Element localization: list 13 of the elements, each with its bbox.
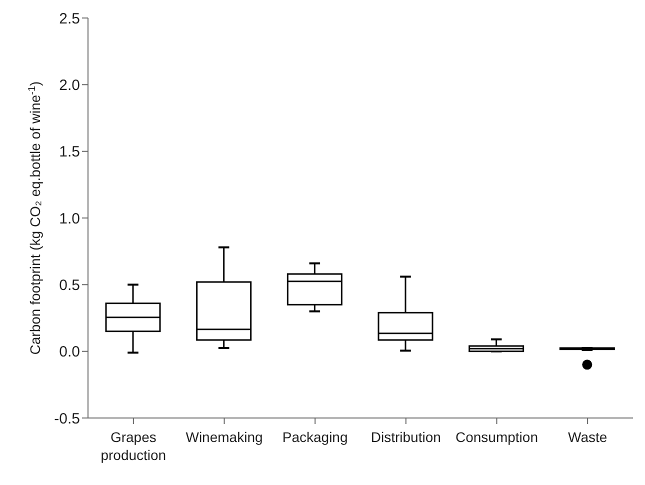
y-tick-label: 1.5 bbox=[59, 144, 80, 161]
y-tick-label: 2.0 bbox=[59, 76, 80, 94]
x-tick-label: Distribution bbox=[370, 429, 441, 445]
y-tick-label: 0.5 bbox=[59, 276, 80, 294]
x-tick-label: Waste bbox=[568, 429, 608, 445]
y-tick-label: 2.5 bbox=[59, 10, 80, 28]
x-tick-label: Winemaking bbox=[186, 429, 263, 445]
y-tick-label: -0.5 bbox=[54, 410, 80, 428]
x-tick-label: Packaging bbox=[282, 429, 348, 445]
x-tick-label: Consumption bbox=[456, 429, 538, 445]
x-tick-label: Grapes production bbox=[100, 429, 166, 463]
y-tick-label: 1.0 bbox=[59, 210, 80, 228]
y-tick-label: 0.0 bbox=[59, 344, 80, 361]
